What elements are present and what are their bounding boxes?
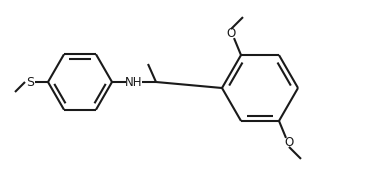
Text: O: O [227, 27, 236, 40]
Text: NH: NH [125, 75, 143, 88]
Text: S: S [26, 75, 34, 88]
Text: O: O [284, 136, 294, 149]
